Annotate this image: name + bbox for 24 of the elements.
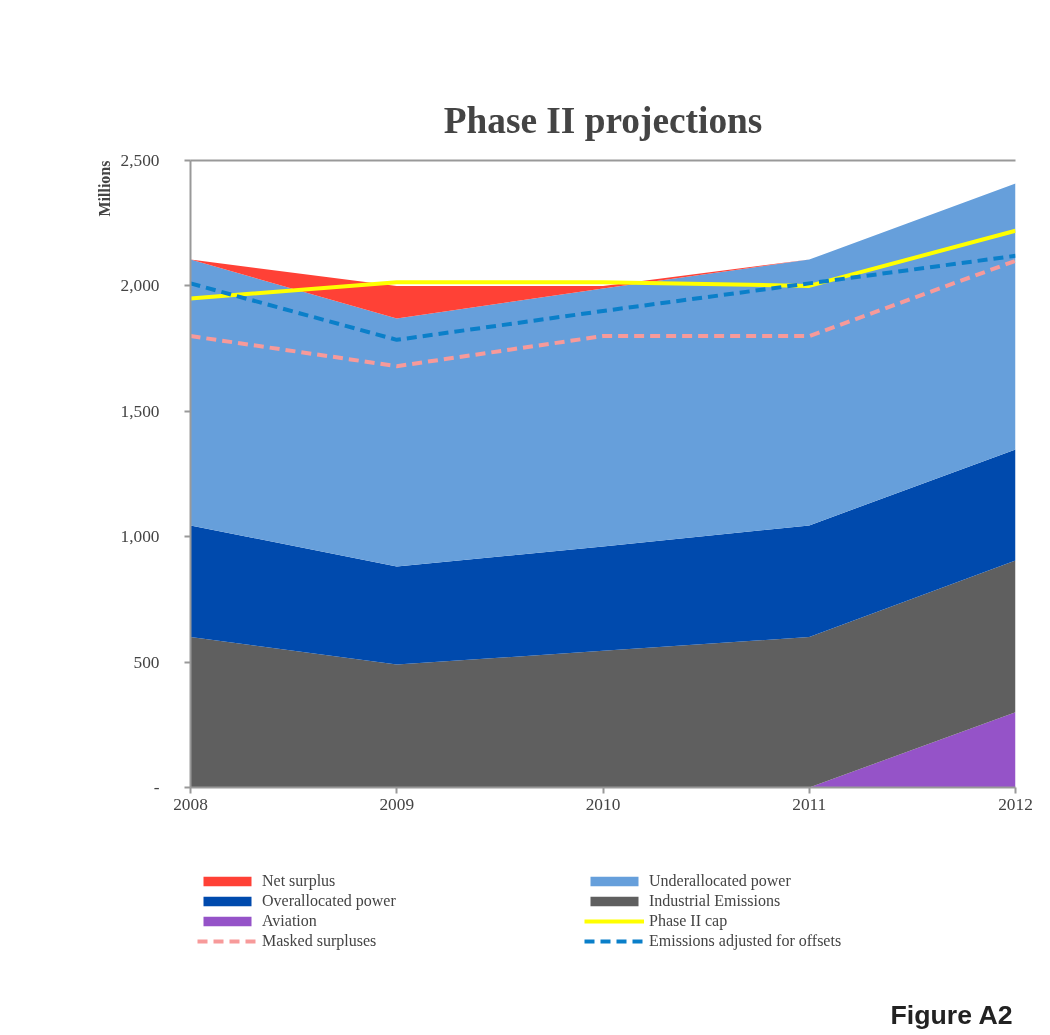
x-tick-label: 2012 bbox=[998, 794, 1033, 814]
legend-label: Aviation bbox=[262, 912, 318, 930]
legend-label: Net surplus bbox=[262, 872, 337, 890]
y-tick-label: 500 bbox=[133, 652, 160, 672]
caption: Figure A2 bbox=[890, 999, 1013, 1030]
x-tick-label: 2008 bbox=[173, 794, 208, 814]
legend-label: Underallocated power bbox=[649, 872, 792, 890]
y-axis-title: Millions bbox=[95, 160, 113, 217]
line-series bbox=[190, 228, 1016, 301]
chart-title: Phase II projections bbox=[443, 99, 763, 141]
y-tick-label: 2,500 bbox=[120, 151, 160, 170]
y-tick-label: 1,500 bbox=[120, 401, 160, 421]
y-tick-label: 1,000 bbox=[120, 527, 160, 547]
legend-label: Industrial Emissions bbox=[649, 892, 782, 910]
y-tick-label: 2,000 bbox=[120, 276, 160, 296]
x-tick-label: 2009 bbox=[379, 794, 415, 814]
x-tick-label: 2010 bbox=[585, 794, 621, 814]
legend-label: Emissions adjusted for offsets bbox=[649, 932, 843, 950]
line-series bbox=[190, 253, 1016, 342]
y-tick-label: - bbox=[153, 778, 160, 797]
x-tick-label: 2011 bbox=[792, 794, 827, 814]
legend-label: Overallocated power bbox=[262, 892, 397, 910]
legend-label: Masked surpluses bbox=[262, 932, 378, 950]
legend-label: Phase II cap bbox=[649, 912, 729, 930]
